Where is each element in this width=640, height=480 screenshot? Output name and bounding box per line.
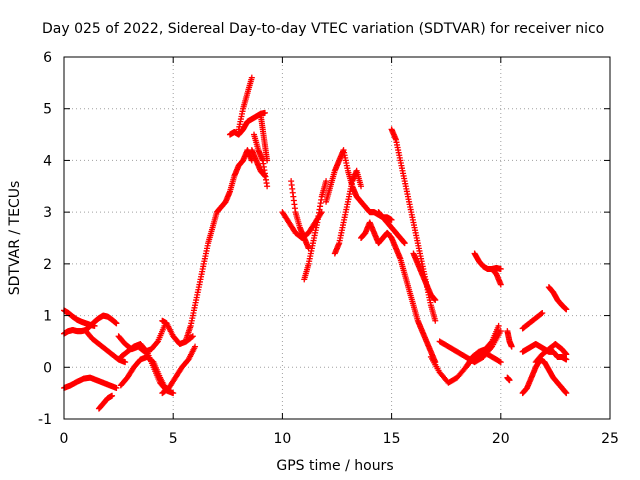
series-trace-8 bbox=[117, 341, 170, 394]
series-trace-18 bbox=[288, 178, 312, 252]
data-point bbox=[495, 322, 502, 329]
series-trace-35 bbox=[519, 356, 570, 397]
series-trace-33 bbox=[519, 309, 546, 332]
data-point bbox=[497, 359, 504, 366]
data-point bbox=[248, 74, 255, 81]
data-point bbox=[122, 359, 129, 366]
series-trace-21 bbox=[331, 167, 365, 257]
x-tick-label: 20 bbox=[492, 431, 510, 447]
data-point bbox=[323, 178, 330, 185]
series-trace-37 bbox=[545, 284, 570, 313]
data-point bbox=[358, 183, 365, 190]
data-marks bbox=[61, 74, 570, 412]
series-trace-31 bbox=[504, 328, 515, 350]
data-point bbox=[432, 317, 439, 324]
data-point bbox=[539, 309, 546, 316]
series-trace-16 bbox=[257, 110, 271, 164]
data-point bbox=[91, 322, 98, 329]
data-point bbox=[563, 390, 570, 397]
series-trace-5 bbox=[95, 392, 116, 412]
data-point bbox=[497, 281, 504, 288]
data-point bbox=[264, 157, 271, 164]
series-trace-1 bbox=[61, 312, 120, 337]
data-point bbox=[563, 351, 570, 358]
series-trace-9 bbox=[159, 317, 196, 348]
series-trace-19 bbox=[301, 178, 330, 283]
data-point bbox=[432, 297, 439, 304]
x-axis-label: GPS time / hours bbox=[276, 458, 393, 474]
series-trace-32 bbox=[504, 374, 513, 384]
data-point bbox=[113, 384, 120, 391]
series-trace-11 bbox=[183, 147, 255, 342]
x-tick-label: 15 bbox=[383, 431, 401, 447]
chart-title: Day 025 of 2022, Sidereal Day-to-day VTE… bbox=[42, 21, 604, 37]
series-trace-34 bbox=[519, 341, 570, 363]
data-point bbox=[109, 392, 116, 399]
tick-labels: 0 5 10 15 20 25 -1 0 1 2 3 4 5 6 bbox=[38, 50, 619, 447]
data-point bbox=[261, 109, 268, 116]
data-point bbox=[401, 240, 408, 247]
data-point bbox=[264, 183, 271, 190]
y-tick-label: -1 bbox=[38, 412, 52, 428]
y-tick-label: 4 bbox=[43, 153, 52, 169]
series-trace-10 bbox=[159, 343, 199, 397]
y-axis-label: SDTVAR / TECUs bbox=[7, 181, 23, 296]
series-trace-23 bbox=[375, 209, 408, 247]
data-point bbox=[170, 390, 177, 397]
series-trace-36 bbox=[532, 341, 570, 366]
data-point bbox=[192, 343, 199, 350]
y-tick-label: 3 bbox=[43, 205, 52, 221]
series-trace-24 bbox=[388, 126, 439, 324]
data-point bbox=[388, 216, 395, 223]
series-trace-13 bbox=[235, 74, 255, 133]
y-tick-label: 2 bbox=[43, 257, 52, 273]
plot-frame bbox=[63, 56, 611, 420]
y-tick-label: 0 bbox=[43, 360, 52, 376]
series-trace-3 bbox=[61, 374, 120, 391]
data-point bbox=[189, 333, 196, 340]
series-trace-30 bbox=[489, 266, 504, 288]
y-tick-label: 6 bbox=[43, 50, 52, 66]
x-tick-label: 10 bbox=[273, 431, 291, 447]
data-point bbox=[563, 356, 570, 363]
series-trace-15 bbox=[248, 147, 268, 179]
series-trace-28 bbox=[462, 322, 502, 371]
data-point bbox=[506, 377, 513, 384]
x-tick-label: 5 bbox=[169, 431, 178, 447]
axis-ticks bbox=[63, 56, 611, 420]
data-point bbox=[563, 306, 570, 313]
x-tick-label: 25 bbox=[601, 431, 619, 447]
data-point bbox=[113, 320, 120, 327]
data-point bbox=[497, 266, 504, 273]
x-tick-label: 0 bbox=[60, 431, 69, 447]
y-tick-label: 1 bbox=[43, 309, 52, 325]
series-trace-25 bbox=[410, 250, 439, 304]
data-point bbox=[508, 343, 515, 350]
y-tick-label: 5 bbox=[43, 102, 52, 118]
data-point bbox=[261, 172, 268, 179]
